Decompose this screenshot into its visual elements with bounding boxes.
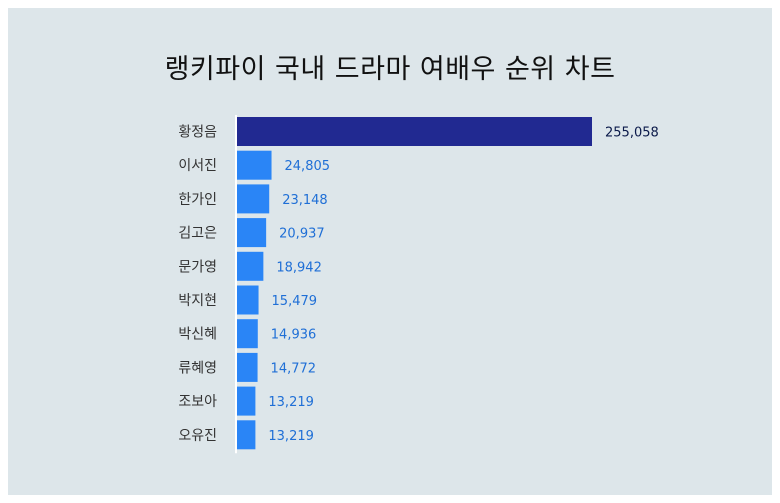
value-label: 13,219 bbox=[268, 395, 314, 410]
category-label: 이서진 bbox=[178, 158, 217, 174]
bar-8 bbox=[237, 352, 258, 382]
bar-5 bbox=[237, 251, 264, 281]
value-label: 13,219 bbox=[268, 429, 314, 444]
category-label: 오유진 bbox=[178, 428, 217, 444]
value-label: 14,772 bbox=[271, 361, 317, 376]
value-label: 15,479 bbox=[272, 294, 318, 309]
value-label: 14,936 bbox=[271, 328, 317, 343]
category-label: 박지현 bbox=[178, 293, 217, 309]
category-label: 박신혜 bbox=[178, 327, 217, 343]
bar-7 bbox=[237, 319, 258, 349]
category-label: 한가인 bbox=[178, 192, 217, 208]
bar-6 bbox=[237, 285, 259, 315]
bar-9 bbox=[237, 386, 256, 416]
bar-3 bbox=[237, 184, 270, 214]
category-label: 조보아 bbox=[178, 394, 217, 410]
value-label: 23,148 bbox=[282, 193, 328, 208]
bar-10 bbox=[237, 420, 256, 450]
category-label: 황정음 bbox=[178, 125, 217, 141]
chart-card bbox=[8, 8, 772, 495]
bar-4 bbox=[237, 218, 267, 248]
value-label: 18,942 bbox=[276, 260, 322, 275]
value-label: 24,805 bbox=[285, 159, 331, 174]
category-label: 문가영 bbox=[178, 259, 217, 275]
chart-title: 랭키파이 국내 드라마 여배우 순위 차트 bbox=[164, 54, 616, 85]
value-label: 255,058 bbox=[605, 126, 659, 141]
value-label: 20,937 bbox=[279, 227, 325, 242]
category-label: 류혜영 bbox=[178, 360, 217, 376]
bar-2 bbox=[237, 150, 272, 180]
bar-1 bbox=[237, 117, 592, 146]
category-label: 김고은 bbox=[178, 226, 217, 242]
